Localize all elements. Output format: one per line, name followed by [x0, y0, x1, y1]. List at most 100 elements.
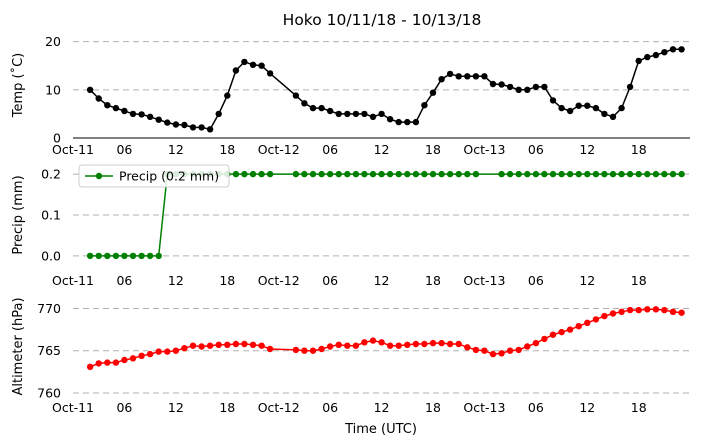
x-tick-label: 06 [116, 400, 132, 415]
data-point [95, 360, 102, 367]
data-point [644, 306, 651, 313]
data-point [506, 347, 514, 354]
data-point [618, 308, 625, 315]
data-point [438, 339, 445, 347]
data-point [669, 170, 677, 178]
data-point [541, 170, 548, 178]
data-point [584, 170, 591, 178]
y-tick-label: 0.0 [41, 248, 61, 263]
data-point [626, 306, 634, 314]
x-tick-label: 18 [425, 400, 441, 415]
data-point [309, 104, 317, 112]
x-tick-label: 18 [219, 400, 235, 415]
data-point [121, 252, 128, 260]
data-point [506, 170, 514, 178]
data-point [104, 359, 111, 366]
data-point [301, 100, 308, 107]
data-point [146, 252, 154, 260]
data-point [95, 95, 102, 102]
data-point [335, 110, 342, 118]
x-tick-label: 12 [374, 400, 390, 415]
x-tick-label: 06 [528, 142, 544, 157]
x-tick-label: Oct-12 [258, 273, 300, 288]
data-point [584, 102, 591, 109]
data-point [429, 170, 437, 178]
data-point [626, 170, 634, 178]
data-point [498, 170, 505, 178]
data-point [155, 116, 162, 123]
data-point [652, 306, 660, 313]
data-point [198, 343, 205, 350]
data-point [172, 347, 180, 354]
data-point [189, 342, 197, 349]
data-point [129, 355, 137, 362]
data-point [121, 107, 128, 115]
data-point [635, 306, 642, 314]
x-tick-label: 12 [374, 273, 390, 288]
y-tick-label: 765 [37, 343, 61, 358]
data-point [344, 342, 351, 349]
data-point [335, 341, 342, 348]
data-point [558, 328, 565, 336]
y-axis-label: Temp (˚C) [10, 53, 26, 119]
data-point [644, 170, 651, 178]
data-point [532, 83, 540, 91]
data-point [386, 116, 394, 123]
data-point [472, 73, 480, 80]
y-tick-label: 0.1 [41, 208, 61, 223]
data-point [541, 335, 548, 343]
data-point [609, 113, 617, 121]
data-point [112, 104, 120, 112]
data-point [138, 352, 145, 359]
data-point [558, 170, 565, 178]
data-point [155, 252, 162, 260]
data-point [455, 73, 462, 80]
data-point [472, 170, 480, 178]
data-point [395, 342, 402, 349]
data-point [575, 323, 582, 330]
data-point [549, 170, 557, 178]
data-point [206, 342, 214, 349]
x-tick-label: 06 [322, 273, 338, 288]
y-tick-label: 0.2 [41, 167, 61, 182]
data-point [249, 170, 257, 178]
data-point [644, 53, 651, 61]
data-point [412, 118, 420, 126]
data-point [446, 70, 454, 78]
data-point [498, 350, 505, 357]
data-point [344, 110, 351, 118]
data-point [172, 121, 180, 128]
data-point [266, 70, 274, 77]
data-point [541, 83, 548, 91]
data-point [678, 309, 685, 316]
data-point [566, 107, 574, 115]
data-point [549, 97, 557, 104]
data-point [198, 124, 205, 131]
data-point [498, 81, 505, 88]
data-point [429, 89, 437, 96]
data-point [455, 170, 462, 178]
x-tick-label: Oct-12 [258, 142, 300, 157]
data-point [558, 104, 565, 112]
chart-title: Hoko 10/11/18 - 10/13/18 [283, 11, 482, 29]
data-point [258, 342, 265, 349]
data-point [584, 319, 591, 326]
x-tick-label: 12 [168, 142, 184, 157]
data-point [446, 170, 454, 178]
data-point [232, 170, 240, 178]
data-point [404, 341, 411, 348]
data-point [232, 340, 240, 348]
data-point [661, 170, 668, 178]
data-point [86, 252, 94, 260]
data-point [412, 170, 420, 178]
data-point [404, 170, 411, 178]
x-axis-label: Time (UTC) [344, 422, 417, 437]
data-point [206, 126, 214, 133]
data-point [575, 170, 582, 178]
data-point [635, 170, 642, 178]
y-tick-label: 20 [45, 34, 61, 49]
data-point [669, 46, 677, 53]
data-point [241, 58, 248, 66]
data-point [104, 102, 111, 109]
